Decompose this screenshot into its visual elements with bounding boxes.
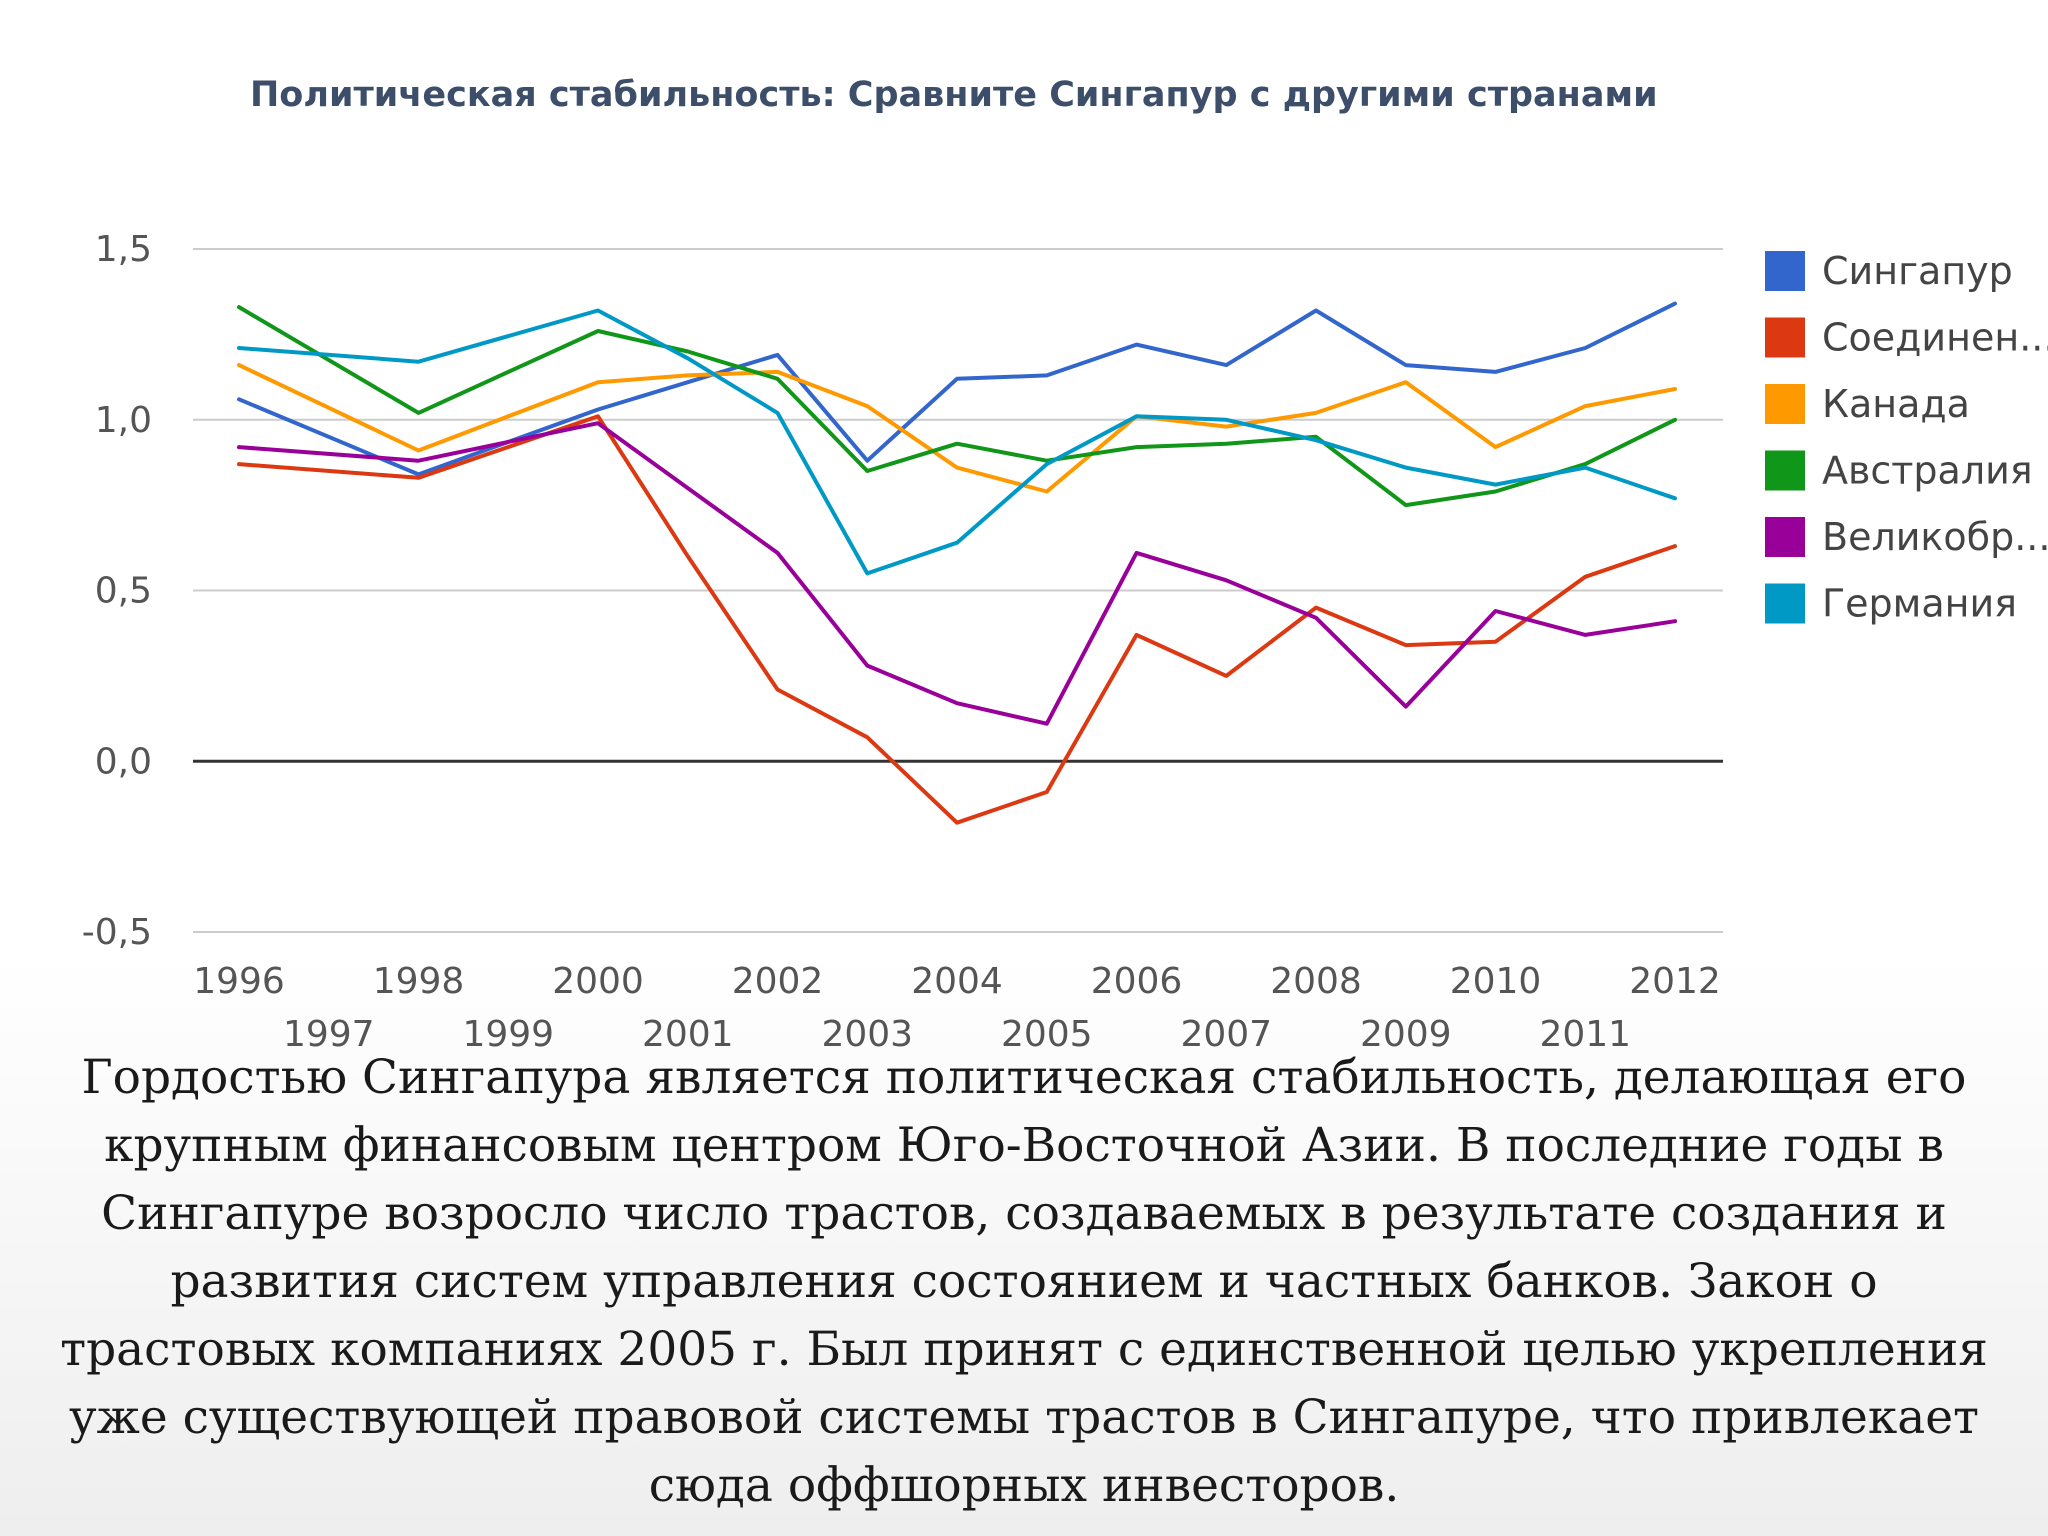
x-tick-label: 1999 <box>462 1014 554 1050</box>
legend-swatch <box>1765 450 1805 491</box>
y-tick-label: 1,5 <box>95 229 152 270</box>
legend-swatch <box>1765 517 1805 557</box>
chart-title: Политическая стабильность: Сравните Синг… <box>250 75 1658 115</box>
y-tick-label: 1,0 <box>95 400 152 441</box>
x-tick-label: 2008 <box>1270 961 1362 1002</box>
legend-swatch <box>1765 583 1805 624</box>
caption-line: развития систем управления состоянием и … <box>170 1254 1878 1309</box>
x-tick-label: 2004 <box>911 961 1003 1002</box>
legend-swatch <box>1765 384 1805 424</box>
caption-line: Сингапуре возросло число трастов, создав… <box>101 1186 1947 1241</box>
x-tick-label: 2000 <box>552 961 644 1002</box>
line-chart: Политическая стабильность: Сравните Синг… <box>82 75 2048 1050</box>
x-tick-label: 1998 <box>373 961 465 1002</box>
legend-swatch <box>1765 317 1805 358</box>
legend-label: Соединен... <box>1822 316 2048 360</box>
y-tick-label: -0,5 <box>82 912 152 953</box>
y-tick-label: 0,5 <box>95 571 152 612</box>
x-tick-label: 2010 <box>1450 961 1542 1002</box>
caption-line: Гордостью Сингапура является политическа… <box>81 1050 1967 1105</box>
legend-label: Австралия <box>1822 449 2033 493</box>
x-tick-label: 2001 <box>642 1014 734 1050</box>
legend-label: Сингапур <box>1822 249 2013 293</box>
series-line <box>237 305 1677 508</box>
x-tick-label: 2003 <box>821 1014 913 1050</box>
y-tick-label: 0,0 <box>95 741 152 782</box>
legend-label: Великобр... <box>1822 515 2048 559</box>
x-tick-label: 2007 <box>1180 1014 1272 1050</box>
series-line <box>237 301 1677 477</box>
x-tick-label: 1996 <box>193 961 285 1002</box>
series-line <box>237 308 1677 576</box>
x-tick-label: 2011 <box>1539 1014 1631 1050</box>
x-tick-label: 2002 <box>732 961 824 1002</box>
caption-line: сюда оффшорных инвесторов. <box>648 1458 1400 1513</box>
caption-line: трастовых компаниях 2005 г. Был принят с… <box>60 1322 1988 1377</box>
x-tick-label: 2005 <box>1001 1014 1093 1050</box>
x-tick-label: 2012 <box>1629 961 1721 1002</box>
caption-line: уже существующей правовой системы трасто… <box>68 1390 1980 1445</box>
series-line <box>237 363 1677 494</box>
legend-label: Канада <box>1822 382 1970 426</box>
caption-line: крупным финансовым центром Юго-Восточной… <box>104 1118 1944 1173</box>
x-tick-label: 2006 <box>1091 961 1183 1002</box>
x-tick-label: 1997 <box>283 1014 375 1050</box>
caption-paragraph: Гордостью Сингапура является политическа… <box>20 1044 2028 1520</box>
series-line <box>237 421 1677 726</box>
legend-label: Германия <box>1822 582 2017 626</box>
legend-swatch <box>1765 251 1805 291</box>
x-tick-label: 2009 <box>1360 1014 1452 1050</box>
